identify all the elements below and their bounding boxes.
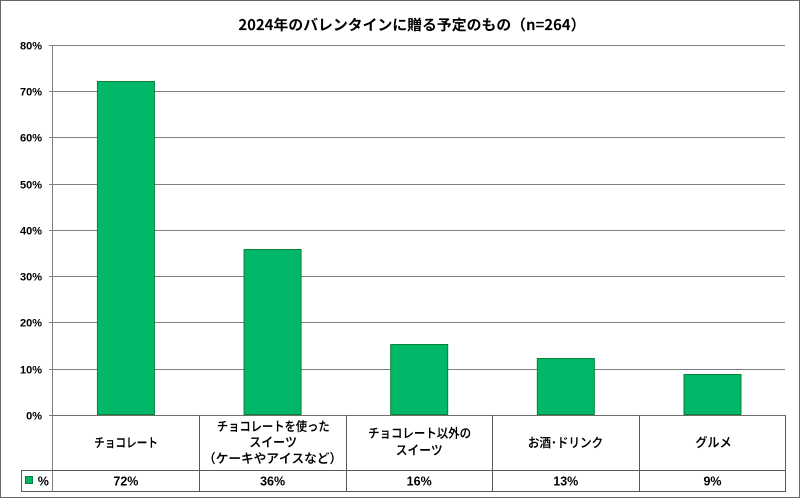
svg-text:0%: 0% xyxy=(26,410,42,422)
svg-text:80%: 80% xyxy=(20,40,42,52)
svg-text:70%: 70% xyxy=(20,86,42,98)
svg-text:13%: 13% xyxy=(553,474,578,488)
svg-text:60%: 60% xyxy=(20,132,42,144)
svg-text:%: % xyxy=(38,474,49,488)
svg-text:16%: 16% xyxy=(407,474,432,488)
svg-text:72%: 72% xyxy=(113,474,138,488)
svg-text:20%: 20% xyxy=(20,317,42,329)
svg-text:50%: 50% xyxy=(20,179,42,191)
svg-text:40%: 40% xyxy=(20,225,42,237)
svg-text:10%: 10% xyxy=(20,364,42,376)
svg-text:9%: 9% xyxy=(703,474,721,488)
svg-text:36%: 36% xyxy=(260,474,285,488)
svg-text:30%: 30% xyxy=(20,271,42,283)
